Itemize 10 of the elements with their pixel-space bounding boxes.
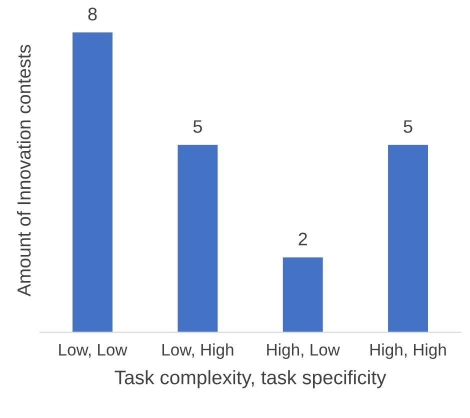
- data-label: 8: [88, 8, 97, 20]
- data-label: 5: [193, 120, 202, 133]
- y-axis-title: Amount of Innovation contests: [16, 44, 31, 296]
- data-label: 2: [298, 232, 307, 246]
- x-tick-label: Low, Low: [59, 344, 128, 358]
- x-tick-label: High, High: [370, 343, 446, 359]
- x-tick-label: High, Low: [267, 343, 340, 359]
- x-tick-label: Low, High: [162, 343, 234, 359]
- x-axis-title: Task complexity, task specificity: [114, 370, 386, 388]
- data-label: 5: [404, 120, 412, 133]
